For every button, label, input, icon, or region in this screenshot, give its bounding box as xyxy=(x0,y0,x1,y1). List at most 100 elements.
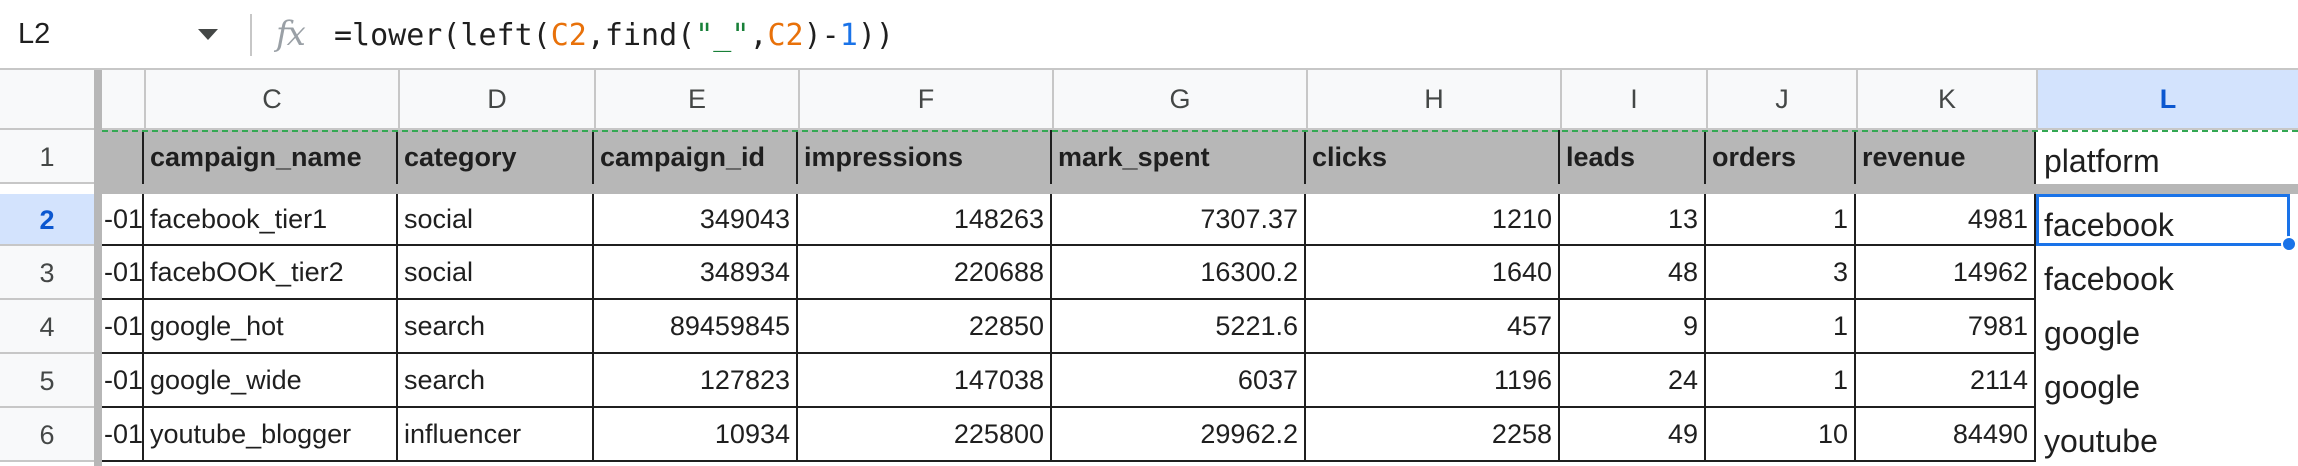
table-cell[interactable]: -01 xyxy=(102,354,144,408)
header-cell-leads[interactable]: leads xyxy=(1560,130,1706,184)
table-cell[interactable]: google xyxy=(2044,315,2141,351)
chevron-down-icon[interactable] xyxy=(198,29,218,40)
table-cell[interactable]: 3 xyxy=(1706,246,1856,300)
select-all-corner[interactable] xyxy=(0,70,94,128)
table-cell[interactable]: 7981 xyxy=(1856,300,2036,354)
table-cell[interactable]: 13 xyxy=(1560,194,1706,246)
table-cell[interactable]: 1196 xyxy=(1306,354,1560,408)
table-cell[interactable]: google_hot xyxy=(144,300,398,354)
table-cell[interactable]: 7307.37 xyxy=(1052,194,1306,246)
fill-handle[interactable] xyxy=(2281,236,2297,252)
header-cell-b[interactable] xyxy=(102,130,144,184)
table-cell[interactable]: search xyxy=(398,354,594,408)
table-cell[interactable]: 2258 xyxy=(1306,408,1560,462)
column-header-j[interactable]: J xyxy=(1706,70,1856,128)
formula-token: 1 xyxy=(839,18,858,53)
formula-token: , xyxy=(749,18,768,53)
table-cell[interactable]: facebook xyxy=(2044,261,2174,297)
table-cell[interactable]: 10934 xyxy=(594,408,798,462)
table-cell[interactable]: facebOOK_tier2 xyxy=(144,246,398,300)
row-header-6[interactable]: 6 xyxy=(0,408,94,462)
header-cell-orders[interactable]: orders xyxy=(1706,130,1856,184)
freeze-divider-vertical[interactable] xyxy=(94,70,102,466)
name-box-value: L2 xyxy=(18,18,51,50)
table-cell[interactable]: 1 xyxy=(1706,300,1856,354)
table-cell[interactable]: 6037 xyxy=(1052,354,1306,408)
table-cell[interactable]: google_wide xyxy=(144,354,398,408)
table-cell[interactable]: -01 xyxy=(102,408,144,462)
frozen-column-header-b xyxy=(94,70,144,128)
table-cell[interactable]: 1 xyxy=(1706,194,1856,246)
column-header-l[interactable]: L xyxy=(2036,70,2298,128)
table-cell[interactable]: 225800 xyxy=(798,408,1052,462)
formula-bar: L2 fx =lower(left(C2,find("_",C2)-1)) xyxy=(0,0,2298,70)
header-cell-category[interactable]: category xyxy=(398,130,594,184)
table-cell[interactable]: 16300.2 xyxy=(1052,246,1306,300)
column-header-e[interactable]: E xyxy=(594,70,798,128)
table-cell[interactable]: search xyxy=(398,300,594,354)
table-cell[interactable]: 349043 xyxy=(594,194,798,246)
column-header-d[interactable]: D xyxy=(398,70,594,128)
column-header-i[interactable]: I xyxy=(1560,70,1706,128)
header-cell-campaign-id[interactable]: campaign_id xyxy=(594,130,798,184)
table-cell[interactable]: 24 xyxy=(1560,354,1706,408)
header-cell-impressions[interactable]: impressions xyxy=(798,130,1052,184)
table-cell[interactable]: 348934 xyxy=(594,246,798,300)
formula-input[interactable]: =lower(left(C2,find("_",C2)-1)) xyxy=(334,18,894,53)
table-cell[interactable]: -01 xyxy=(102,300,144,354)
column-header-g[interactable]: G xyxy=(1052,70,1306,128)
column-header-h[interactable]: H xyxy=(1306,70,1560,128)
formula-token: ,find( xyxy=(586,18,696,53)
row-header-3[interactable]: 3 xyxy=(0,246,94,300)
table-cell[interactable]: facebook xyxy=(2044,207,2174,243)
header-cell-clicks[interactable]: clicks xyxy=(1306,130,1560,184)
table-cell[interactable]: 14962 xyxy=(1856,246,2036,300)
table-cell[interactable]: 5221.6 xyxy=(1052,300,1306,354)
header-cell-platform[interactable]: platform xyxy=(2036,130,2298,184)
name-box[interactable]: L2 xyxy=(0,0,240,68)
table-cell[interactable]: 1210 xyxy=(1306,194,1560,246)
table-cell[interactable]: youtube_blogger xyxy=(144,408,398,462)
table-cell[interactable]: 10 xyxy=(1706,408,1856,462)
table-cell[interactable]: 2114 xyxy=(1856,354,2036,408)
table-cell[interactable]: 147038 xyxy=(798,354,1052,408)
column-header-k[interactable]: K xyxy=(1856,70,2036,128)
table-cell[interactable]: 148263 xyxy=(798,194,1052,246)
row-header-1[interactable]: 1 xyxy=(0,130,94,184)
table-cell[interactable]: 84490 xyxy=(1856,408,2036,462)
header-cell-revenue[interactable]: revenue xyxy=(1856,130,2036,184)
freeze-divider-horizontal[interactable] xyxy=(94,184,2298,194)
table-cell[interactable]: youtube xyxy=(2044,423,2158,459)
table-cell[interactable]: 220688 xyxy=(798,246,1052,300)
table-cell[interactable]: social xyxy=(398,246,594,300)
header-cell-mark-spent[interactable]: mark_spent xyxy=(1052,130,1306,184)
table-cell[interactable]: 1 xyxy=(1706,354,1856,408)
formula-token: )- xyxy=(803,18,840,53)
header-cell-campaign-name[interactable]: campaign_name xyxy=(144,130,398,184)
table-cell[interactable]: -01 xyxy=(102,246,144,300)
table-cell[interactable]: 22850 xyxy=(798,300,1052,354)
table-cell[interactable]: influencer xyxy=(398,408,594,462)
column-header-c[interactable]: C xyxy=(144,70,398,128)
table-cell[interactable]: 457 xyxy=(1306,300,1560,354)
table-cell[interactable]: -01 xyxy=(102,194,144,246)
table-cell[interactable]: facebook_tier1 xyxy=(144,194,398,246)
table-cell[interactable]: 4981 xyxy=(1856,194,2036,246)
table-cell[interactable]: 48 xyxy=(1560,246,1706,300)
table-cell[interactable]: 49 xyxy=(1560,408,1706,462)
column-header-f[interactable]: F xyxy=(798,70,1052,128)
row-header-4[interactable]: 4 xyxy=(0,300,94,354)
copy-marquee xyxy=(102,130,2298,132)
table-cell[interactable]: 29962.2 xyxy=(1052,408,1306,462)
table-cell[interactable]: social xyxy=(398,194,594,246)
table-cell[interactable]: 89459845 xyxy=(594,300,798,354)
table-cell[interactable]: 127823 xyxy=(594,354,798,408)
table-cell[interactable]: 9 xyxy=(1560,300,1706,354)
table-cell[interactable]: google xyxy=(2044,369,2141,405)
formula-token: =lower(left( xyxy=(334,18,551,53)
row-header-5[interactable]: 5 xyxy=(0,354,94,408)
row-header-2[interactable]: 2 xyxy=(0,194,94,246)
table-cell[interactable]: 1640 xyxy=(1306,246,1560,300)
fx-icon: fx xyxy=(276,14,306,54)
